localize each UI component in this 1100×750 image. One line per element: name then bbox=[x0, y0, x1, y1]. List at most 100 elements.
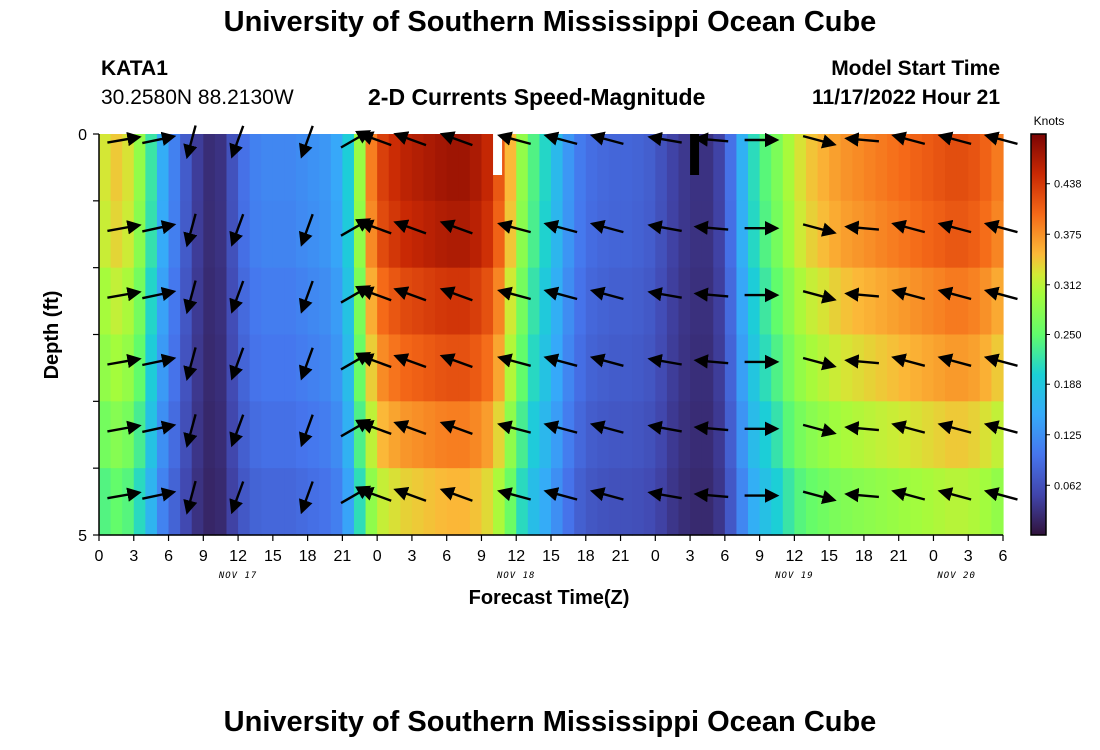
heatmap-cell bbox=[493, 267, 506, 336]
heatmap-cell bbox=[620, 401, 633, 469]
heatmap-cell bbox=[771, 401, 784, 469]
heatmap-cell bbox=[133, 401, 146, 469]
current-vector-arrow bbox=[693, 287, 729, 302]
heatmap-cell bbox=[805, 267, 819, 336]
heatmap-cell bbox=[921, 134, 935, 202]
heatmap-cell bbox=[968, 267, 981, 336]
current-vector-arrow bbox=[183, 347, 198, 382]
heatmap-cell bbox=[724, 267, 738, 336]
heatmap-cell bbox=[330, 401, 343, 469]
heatmap-cell bbox=[168, 200, 181, 269]
current-vector-arrow bbox=[142, 220, 177, 235]
heatmap-cell bbox=[307, 134, 320, 202]
heatmap-cell bbox=[840, 334, 853, 402]
heatmap-cell bbox=[99, 468, 112, 536]
heatmap-cell bbox=[516, 334, 529, 402]
heatmap-cell bbox=[829, 200, 842, 269]
heatmap-cell bbox=[574, 401, 587, 469]
heatmap-cell bbox=[921, 200, 935, 269]
current-vector-arrow bbox=[844, 354, 880, 369]
currents-heatmap-chart: 050 3 6 9 12 15 18 21 0 3 6 9 12 15 18 21 0 3 6 9 12 15 18 21 0 3… bbox=[41, 114, 1082, 609]
current-vector-arrow bbox=[543, 219, 578, 234]
heatmap-cell bbox=[539, 468, 552, 536]
heatmap-cell bbox=[365, 200, 378, 269]
current-vector-arrow bbox=[647, 287, 682, 302]
heatmap-cell bbox=[481, 267, 494, 336]
footer-title: University of Southern Mississippi Ocean… bbox=[223, 706, 877, 738]
current-vector-arrow bbox=[358, 131, 392, 147]
heatmap-cell bbox=[145, 267, 158, 336]
heatmap-cell bbox=[353, 267, 367, 336]
heatmap-cell bbox=[724, 334, 738, 402]
x-tick-label: 6 bbox=[164, 548, 173, 565]
heatmap-cell bbox=[979, 134, 993, 202]
heatmap-cell bbox=[701, 468, 714, 536]
heatmap-cell bbox=[608, 401, 622, 469]
current-vector-arrow bbox=[693, 354, 729, 369]
current-vector-arrow bbox=[497, 286, 532, 301]
heatmap-cell bbox=[99, 200, 112, 269]
data-gap-marker bbox=[690, 134, 700, 175]
heatmap-cell bbox=[690, 200, 703, 269]
current-vector-arrow bbox=[393, 420, 427, 436]
x-tick-label: 0 bbox=[651, 548, 660, 565]
heatmap-cell bbox=[191, 468, 204, 536]
heatmap-cell bbox=[933, 468, 946, 536]
heatmap-cell bbox=[203, 267, 216, 336]
heatmap-cell bbox=[307, 401, 320, 469]
current-vector-arrow bbox=[983, 487, 1018, 502]
heatmap-cell bbox=[493, 334, 506, 402]
heatmap-cell bbox=[156, 468, 170, 536]
heatmap-cell bbox=[168, 267, 181, 336]
current-vector-arrow bbox=[802, 423, 837, 438]
heatmap-cell bbox=[921, 267, 935, 336]
heatmap-cell bbox=[887, 401, 900, 469]
heatmap-cell bbox=[504, 200, 517, 269]
heatmap-cell bbox=[921, 334, 935, 402]
heatmap-cell bbox=[794, 401, 807, 469]
heatmap-cell bbox=[690, 401, 703, 469]
model-start-value: 11/17/2022 Hour 21 bbox=[812, 86, 1000, 109]
heatmap-cell bbox=[759, 267, 772, 336]
heatmap-cell bbox=[829, 334, 842, 402]
current-vector-arrow bbox=[983, 286, 1018, 301]
heatmap-cell bbox=[388, 334, 401, 402]
heatmap-cell bbox=[887, 267, 900, 336]
current-vector-arrow bbox=[358, 286, 392, 302]
heatmap-cell bbox=[353, 200, 367, 269]
heatmap-cell bbox=[724, 200, 738, 269]
heatmap-cell bbox=[713, 267, 726, 336]
x-axis-title: Forecast Time(Z) bbox=[469, 587, 630, 609]
x-tick-label: 12 bbox=[785, 548, 803, 565]
current-vector-arrow bbox=[937, 286, 972, 301]
heatmap-cell bbox=[191, 267, 204, 336]
heatmap-cell bbox=[377, 134, 390, 202]
heatmap-cell bbox=[388, 468, 401, 536]
heatmap-cell bbox=[168, 334, 181, 402]
heatmap-cell bbox=[156, 267, 170, 336]
current-vector-arrow bbox=[393, 219, 427, 235]
heatmap-cell bbox=[458, 267, 471, 336]
x-tick-label: 21 bbox=[333, 548, 351, 565]
current-vector-arrow bbox=[937, 131, 972, 146]
heatmap-cell bbox=[933, 401, 946, 469]
heatmap-cell bbox=[748, 267, 761, 336]
heatmap-cell bbox=[238, 134, 251, 202]
heatmap-cell bbox=[493, 401, 506, 469]
model-start-label: Model Start Time bbox=[831, 57, 1000, 80]
heatmap-cell bbox=[249, 334, 262, 402]
x-tick-label: 0 bbox=[929, 548, 938, 565]
heatmap-cell bbox=[122, 134, 135, 202]
heatmap-cell bbox=[608, 267, 622, 336]
heatmap-cell bbox=[748, 334, 761, 402]
heatmap-cell bbox=[539, 134, 552, 202]
current-vector-arrow bbox=[142, 131, 177, 146]
current-vector-arrow bbox=[299, 414, 314, 448]
current-vector-arrow bbox=[183, 280, 198, 315]
heatmap-cell bbox=[423, 134, 436, 202]
colorbar-tick-label: 0.188 bbox=[1054, 379, 1082, 391]
heatmap-cell bbox=[284, 134, 297, 202]
heatmap-cell bbox=[898, 134, 911, 202]
heatmap-cell bbox=[945, 267, 958, 336]
heatmap-cell bbox=[991, 134, 1004, 202]
